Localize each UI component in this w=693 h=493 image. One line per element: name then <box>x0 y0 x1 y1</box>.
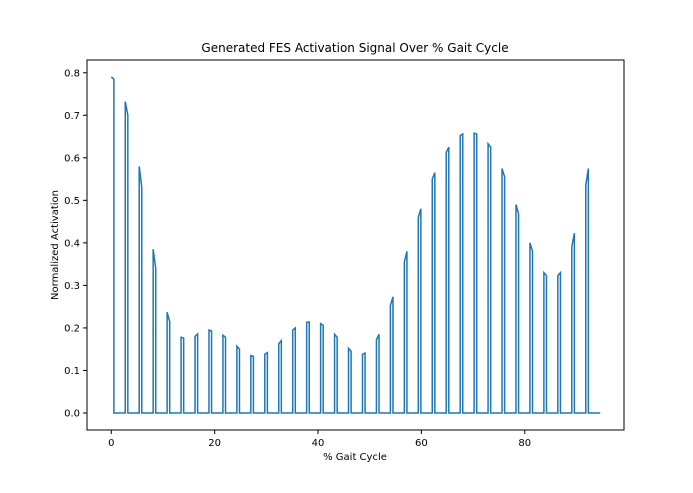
y-tick-label: 0.8 <box>64 68 80 79</box>
x-axis-label: % Gait Cycle <box>323 452 387 463</box>
y-axis: 0.0 0.1 0.2 0.3 0.4 0.5 0.6 0.7 0.8 <box>64 68 87 419</box>
axes-frame <box>86 59 625 431</box>
x-axis: 0 20 40 60 80 <box>108 430 531 449</box>
plot-area <box>110 76 601 414</box>
y-tick-label: 0.6 <box>64 153 80 164</box>
x-tick-label: 20 <box>208 438 221 449</box>
y-tick-label: 0.1 <box>64 366 80 377</box>
y-tick-label: 0.0 <box>64 408 80 419</box>
x-tick-label: 40 <box>312 438 325 449</box>
y-tick-label: 0.4 <box>64 238 80 249</box>
x-tick-label: 60 <box>415 438 428 449</box>
activation-line <box>110 76 601 414</box>
y-axis-label: Normalized Activation <box>50 190 61 300</box>
x-tick-label: 80 <box>518 438 531 449</box>
y-tick-label: 0.7 <box>64 111 80 122</box>
y-tick-label: 0.5 <box>64 196 80 207</box>
y-tick-label: 0.2 <box>64 323 80 334</box>
y-tick-label: 0.3 <box>64 281 80 292</box>
x-tick-label: 0 <box>108 438 114 449</box>
chart-title: Generated FES Activation Signal Over % G… <box>201 41 508 55</box>
